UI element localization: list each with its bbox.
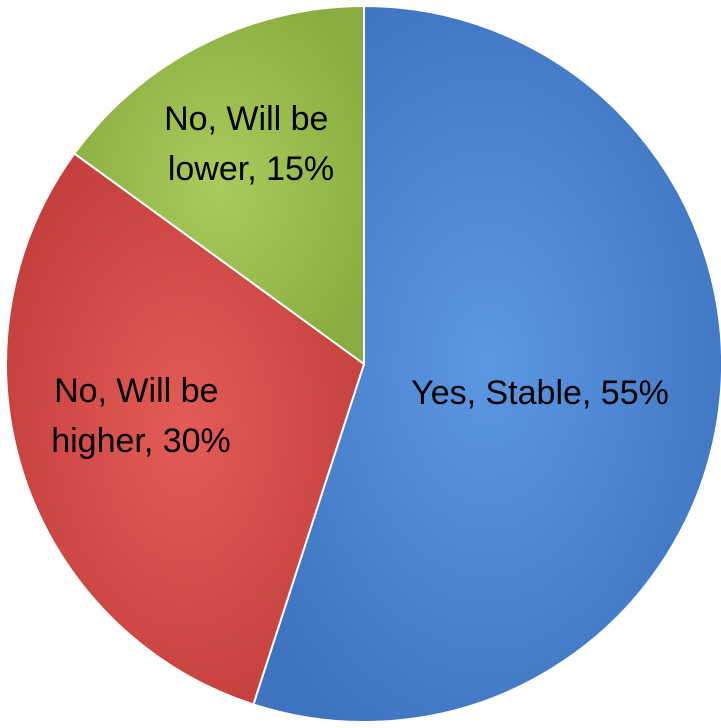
slice-label-no-lower: No, Will be lower, 15%	[164, 100, 338, 188]
pie-slice-yes-stable	[252, 4, 721, 723]
pie-slice-no-lower	[72, 4, 365, 366]
slice-label-yes-stable: Yes, Stable, 55%	[411, 374, 669, 412]
pie-slices	[5, 4, 721, 723]
pie-labels: Yes, Stable, 55% No, Will be higher, 30%…	[51, 100, 669, 460]
pie-slice-no-higher	[5, 152, 366, 706]
slice-label-no-higher: No, Will be higher, 30%	[51, 372, 231, 460]
